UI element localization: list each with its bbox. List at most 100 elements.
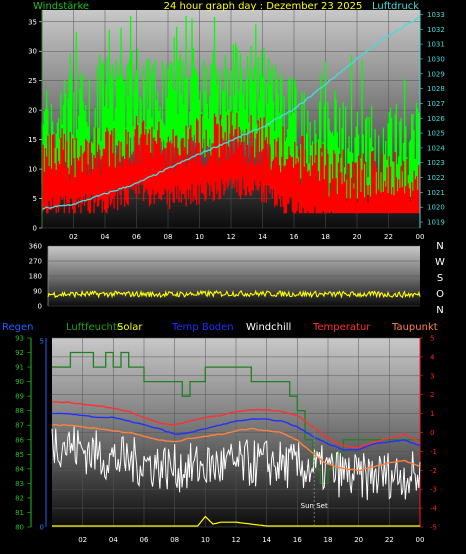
humidity-y-tick: 91 — [15, 364, 24, 372]
direction-y-tick: 90 — [33, 288, 42, 296]
temp-y-tick: 5 — [430, 335, 434, 343]
pressure-y-tick: 1022 — [427, 174, 445, 182]
dewpoint-series — [51, 423, 421, 472]
wind-y-tick: 35 — [28, 18, 37, 26]
wind-x-tick: 06 — [132, 233, 141, 241]
wind-axis-title: Windstärke — [33, 1, 89, 12]
wind-y-tick: 5 — [33, 195, 37, 203]
temp-y-tick: -1 — [430, 448, 437, 456]
humidity-series — [52, 351, 420, 485]
humidity-y-tick: 86 — [15, 436, 24, 444]
pressure-y-tick: 1028 — [427, 85, 445, 93]
humidity-y-tick: 88 — [15, 407, 24, 415]
pressure-y-tick: 1033 — [427, 11, 445, 19]
temp-y-tick: 3 — [430, 372, 434, 380]
legend-item: Luftfeuchte — [66, 322, 123, 333]
temp-x-tick: 14 — [262, 536, 271, 544]
pressure-y-tick: 1027 — [427, 100, 445, 108]
temp-y-tick: 2 — [430, 391, 434, 399]
humidity-y-tick: 92 — [15, 349, 24, 357]
wind-y-tick: 0 — [33, 225, 37, 233]
windchill-series — [51, 426, 421, 501]
soil-temp-series — [51, 412, 421, 451]
humidity-y-tick: 82 — [15, 494, 24, 502]
temp-x-tick: 22 — [385, 536, 394, 544]
solar-series — [52, 515, 420, 527]
wind-x-tick: 18 — [321, 233, 330, 241]
humidity-y-tick: 87 — [15, 422, 24, 430]
wind-x-tick: 02 — [69, 233, 78, 241]
compass-label: S — [437, 273, 443, 284]
pressure-y-tick: 1020 — [427, 204, 445, 212]
humidity-y-tick: 80 — [15, 524, 24, 532]
pressure-y-tick: 1032 — [427, 26, 445, 34]
wind-y-tick: 10 — [28, 166, 37, 174]
wind-direction-series — [47, 289, 421, 299]
rain-y-tick: 5 — [40, 338, 44, 346]
temp-x-tick: 20 — [354, 536, 363, 544]
rain-y-tick: 0 — [40, 524, 44, 532]
wind-x-tick: 22 — [384, 233, 393, 241]
wind-x-tick: 00 — [416, 233, 425, 241]
legend-item: Regen — [2, 322, 34, 333]
wind-x-tick: 04 — [101, 233, 110, 241]
humidity-y-tick: 89 — [15, 393, 24, 401]
humidity-y-tick: 83 — [15, 480, 24, 488]
wind-x-tick: 16 — [290, 233, 299, 241]
temp-y-tick: -3 — [430, 486, 437, 494]
wind-x-tick: 10 — [195, 233, 204, 241]
legend-item: Temperatur — [312, 322, 371, 333]
legend-item: Temp Boden — [171, 322, 234, 333]
temp-y-tick: 1 — [430, 410, 434, 418]
pressure-y-tick: 1031 — [427, 41, 445, 49]
wind-y-tick: 20 — [28, 107, 37, 115]
humidity-y-tick: 93 — [15, 335, 24, 343]
direction-y-tick: 180 — [29, 273, 42, 281]
humidity-y-tick: 85 — [15, 451, 24, 459]
legend-item: Solar — [117, 322, 143, 333]
pressure-y-tick: 1030 — [427, 55, 445, 63]
pressure-y-tick: 1029 — [427, 70, 445, 78]
humidity-y-tick: 81 — [15, 509, 24, 517]
temp-x-tick: 00 — [416, 536, 425, 544]
temp-x-tick: 18 — [324, 536, 333, 544]
legend-item: Taupunkt — [391, 322, 438, 333]
direction-y-tick: 0 — [38, 303, 42, 311]
wind-x-tick: 14 — [258, 233, 267, 241]
pressure-series — [41, 16, 421, 210]
pressure-y-tick: 1023 — [427, 159, 445, 167]
compass-label: O — [436, 289, 444, 300]
temp-x-tick: 08 — [170, 536, 179, 544]
temp-y-tick: 4 — [430, 353, 435, 361]
wind-y-tick: 30 — [28, 48, 37, 56]
direction-y-tick: 360 — [29, 243, 42, 251]
humidity-y-tick: 90 — [15, 378, 24, 386]
wind-x-tick: 12 — [227, 233, 236, 241]
temp-y-tick: -4 — [430, 505, 438, 513]
sunset-label: Sun Set — [301, 502, 328, 510]
wind-x-tick: 20 — [353, 233, 362, 241]
temp-x-tick: 12 — [232, 536, 241, 544]
temp-y-tick: 0 — [430, 429, 434, 437]
compass-label: W — [435, 257, 445, 268]
chart-title: 24 hour graph day : Dezember 23 2025 — [164, 1, 363, 12]
direction-y-tick: 270 — [29, 258, 42, 266]
pressure-y-tick: 1026 — [427, 115, 445, 123]
temp-x-tick: 04 — [109, 536, 118, 544]
temp-y-tick: -2 — [430, 467, 437, 475]
wind-x-tick: 08 — [164, 233, 173, 241]
temperature-series — [52, 401, 421, 449]
pressure-y-tick: 1025 — [427, 130, 445, 138]
legend-item: Windchill — [246, 322, 291, 333]
pressure-y-tick: 1021 — [427, 189, 445, 197]
wind-y-tick: 15 — [28, 136, 37, 144]
temp-x-tick: 02 — [78, 536, 87, 544]
temp-x-tick: 06 — [140, 536, 149, 544]
pressure-y-tick: 1024 — [427, 144, 445, 152]
temp-y-tick: -5 — [430, 524, 437, 532]
pressure-y-tick: 1019 — [427, 219, 445, 227]
humidity-y-tick: 84 — [15, 465, 24, 473]
temp-x-tick: 16 — [293, 536, 302, 544]
